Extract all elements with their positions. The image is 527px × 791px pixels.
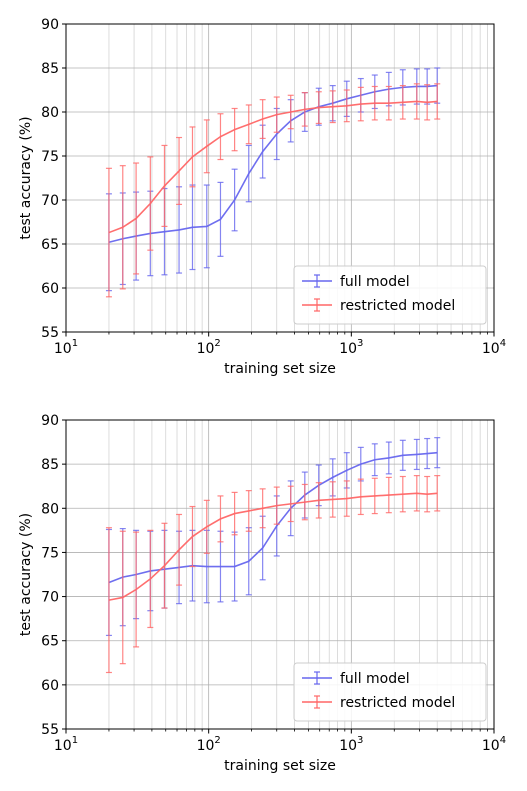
y-tick-label: 80	[41, 105, 59, 121]
y-tick-label: 75	[41, 149, 59, 165]
legend-box	[293, 662, 487, 722]
series-restricted-model	[105, 475, 441, 674]
y-axis-label: test accuracy (%)	[18, 116, 34, 239]
x-axis-label: training set size	[224, 361, 336, 377]
x-tick-label: 102	[197, 735, 221, 754]
y-tick-label: 75	[41, 545, 59, 561]
x-tick-label: 101	[54, 338, 78, 357]
y-tick-label: 85	[41, 457, 59, 473]
legend: full model restricted model	[293, 265, 487, 325]
legend-box	[293, 265, 487, 325]
axes-frame	[65, 419, 495, 730]
legend-label: full model	[340, 671, 410, 687]
y-tick-label: 55	[41, 722, 59, 738]
y-tick-label: 80	[41, 501, 59, 517]
legend: full model restricted model	[293, 662, 487, 722]
legend-label: full model	[340, 274, 410, 290]
y-tick-label: 60	[41, 281, 59, 297]
series-full-model	[105, 437, 441, 637]
x-tick-label: 101	[54, 735, 78, 754]
legend-label: restricted model	[340, 298, 455, 314]
x-tick-label: 104	[482, 338, 506, 357]
x-tick-label: 103	[339, 735, 363, 754]
y-tick-label: 90	[41, 413, 59, 429]
series-full-model	[105, 67, 441, 292]
axes-frame	[65, 23, 495, 333]
series-line	[108, 84, 438, 244]
y-tick-label: 60	[41, 678, 59, 694]
x-tick-label: 104	[482, 735, 506, 754]
y-tick-label: 85	[41, 61, 59, 77]
y-tick-label: 55	[41, 325, 59, 341]
y-tick-label: 70	[41, 193, 59, 209]
x-tick-label: 103	[339, 338, 363, 357]
series-restricted-model	[105, 83, 441, 298]
y-tick-label: 90	[41, 17, 59, 33]
x-axis-label: training set size	[224, 758, 336, 774]
y-tick-label: 65	[41, 237, 59, 253]
chart-panel-2: 55 60 65 70 75 80 85 90 101 102 103 104 training set…	[18, 413, 506, 774]
series-line	[108, 100, 438, 234]
series-line	[108, 451, 438, 584]
y-tick-label: 70	[41, 590, 59, 606]
series-line	[108, 492, 438, 601]
y-axis-label: test accuracy (%)	[18, 513, 34, 636]
legend-label: restricted model	[340, 695, 455, 711]
x-tick-label: 102	[197, 338, 221, 357]
y-tick-label: 65	[41, 634, 59, 650]
chart-panel-1: 55 60 65 70 75 80 85 90 101 102 103 104 training set…	[18, 17, 506, 377]
